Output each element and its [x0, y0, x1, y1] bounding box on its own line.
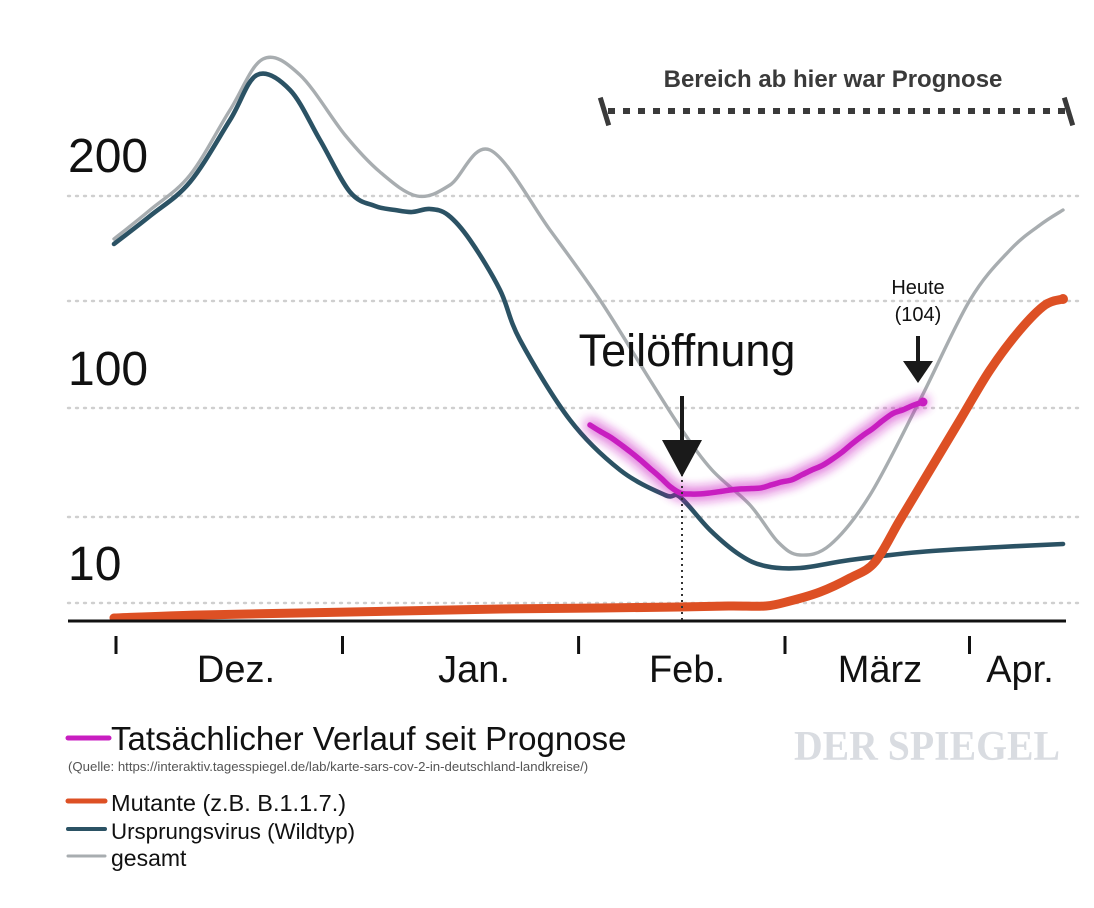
svg-text:200: 200 [68, 130, 148, 183]
svg-text:Dez.: Dez. [197, 649, 275, 691]
svg-text:Bereich ab hier war Prognose: Bereich ab hier war Prognose [664, 66, 1003, 93]
svg-text:Heute: Heute [891, 277, 944, 299]
svg-text:10: 10 [68, 538, 121, 591]
svg-text:DER SPIEGEL: DER SPIEGEL [794, 724, 1060, 770]
svg-text:Ursprungsvirus (Wildtyp): Ursprungsvirus (Wildtyp) [111, 819, 355, 844]
svg-text:Apr.: Apr. [986, 649, 1054, 691]
svg-text:(104): (104) [895, 304, 942, 326]
svg-text:100: 100 [68, 343, 148, 396]
svg-text:Jan.: Jan. [438, 649, 510, 691]
svg-text:(Quelle: https://interaktiv.ta: (Quelle: https://interaktiv.tagesspiegel… [68, 759, 588, 774]
svg-text:gesamt: gesamt [111, 845, 187, 871]
svg-text:März: März [838, 649, 922, 691]
svg-text:Mutante (z.B. B.1.1.7.): Mutante (z.B. B.1.1.7.) [111, 790, 346, 816]
svg-text:Tatsächlicher Verlauf seit Pro: Tatsächlicher Verlauf seit Prognose [111, 720, 626, 757]
svg-text:Feb.: Feb. [649, 649, 725, 691]
svg-text:Teilöffnung: Teilöffnung [579, 325, 796, 376]
